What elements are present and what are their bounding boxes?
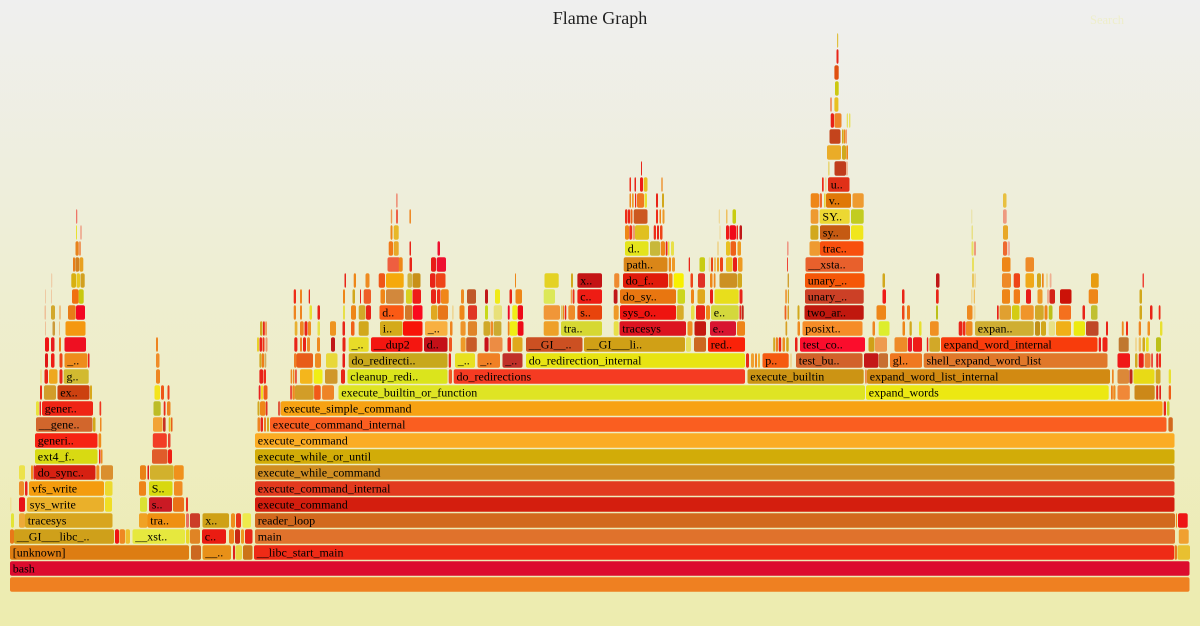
svg-text:do_redirections: do_redirections xyxy=(457,370,532,384)
svg-text:shell_expand_word_list: shell_expand_word_list xyxy=(927,354,1042,368)
svg-text:execute_command: execute_command xyxy=(258,434,348,448)
svg-text:_..: _.. xyxy=(457,354,470,368)
svg-text:unary_..: unary_.. xyxy=(808,274,847,288)
svg-text:do_redirection_internal: do_redirection_internal xyxy=(529,354,642,368)
svg-text:tra..: tra.. xyxy=(150,514,169,528)
svg-text:_..: _.. xyxy=(66,354,79,368)
svg-text:do_f..: do_f.. xyxy=(626,274,654,288)
svg-text:[unknown]: [unknown] xyxy=(13,546,66,560)
svg-text:p..: p.. xyxy=(765,354,777,368)
svg-text:__GI___li..: __GI___li.. xyxy=(586,338,642,352)
svg-text:expan..: expan.. xyxy=(978,322,1013,336)
svg-text:do_sync..: do_sync.. xyxy=(38,466,84,480)
svg-text:__gene..: __gene.. xyxy=(38,418,80,432)
svg-text:tracesys: tracesys xyxy=(622,322,661,336)
svg-text:_..: _.. xyxy=(504,354,517,368)
svg-text:execute_builtin: execute_builtin xyxy=(750,370,824,384)
svg-text:test_bu..: test_bu.. xyxy=(799,354,840,368)
svg-text:bash: bash xyxy=(13,562,35,576)
svg-text:d..: d.. xyxy=(628,242,640,256)
svg-text:tra..: tra.. xyxy=(564,322,583,336)
svg-text:execute_command_internal: execute_command_internal xyxy=(273,418,406,432)
svg-text:c..: c.. xyxy=(205,530,216,544)
svg-text:gener..: gener.. xyxy=(45,402,77,416)
svg-text:__GI___libc_..: __GI___libc_.. xyxy=(16,530,90,544)
svg-text:two_ar..: two_ar.. xyxy=(807,306,846,320)
svg-text:path..: path.. xyxy=(627,258,654,272)
svg-text:u..: u.. xyxy=(831,178,843,192)
svg-text:e..: e.. xyxy=(714,306,725,320)
svg-text:do_sy..: do_sy.. xyxy=(623,290,657,304)
svg-text:x..: x.. xyxy=(580,274,592,288)
svg-text:sys_write: sys_write xyxy=(30,498,76,512)
svg-text:S..: S.. xyxy=(152,482,165,496)
svg-text:__..: __.. xyxy=(204,546,223,560)
svg-text:execute_simple_command: execute_simple_command xyxy=(284,402,412,416)
svg-text:red..: red.. xyxy=(711,338,732,352)
svg-text:test_co..: test_co.. xyxy=(803,338,843,352)
svg-text:execute_command: execute_command xyxy=(258,498,348,512)
svg-text:expand_word_list_internal: expand_word_list_internal xyxy=(870,370,999,384)
svg-text:Flame Graph: Flame Graph xyxy=(553,8,647,28)
svg-text:execute_builtin_or_function: execute_builtin_or_function xyxy=(341,386,477,400)
svg-text:v..: v.. xyxy=(829,194,840,208)
svg-text:__dup2: __dup2 xyxy=(373,338,410,352)
svg-text:ext4_f..: ext4_f.. xyxy=(38,450,75,464)
svg-text:x..: x.. xyxy=(205,514,217,528)
svg-text:execute_while_command: execute_while_command xyxy=(258,466,381,480)
svg-text:reader_loop: reader_loop xyxy=(258,514,315,528)
svg-text:cleanup_redi..: cleanup_redi.. xyxy=(350,370,418,384)
svg-text:__libc_start_main: __libc_start_main xyxy=(256,546,344,560)
svg-text:e..: e.. xyxy=(713,322,724,336)
svg-text:posixt..: posixt.. xyxy=(805,322,840,336)
svg-text:sys_o..: sys_o.. xyxy=(623,306,656,320)
svg-text:_..: _.. xyxy=(427,322,440,336)
svg-text:gl..: gl.. xyxy=(893,354,908,368)
svg-text:expand_words: expand_words xyxy=(869,386,939,400)
svg-text:generi..: generi.. xyxy=(38,434,74,448)
svg-text:g..: g.. xyxy=(67,370,79,384)
svg-text:expand_word_internal: expand_word_internal xyxy=(944,338,1053,352)
svg-text:_..: _.. xyxy=(479,354,492,368)
svg-text:__xst..: __xst.. xyxy=(134,530,167,544)
svg-text:s..: s.. xyxy=(152,498,163,512)
svg-text:d..: d.. xyxy=(427,338,439,352)
svg-text:execute_command_internal: execute_command_internal xyxy=(258,482,391,496)
svg-text:do_redirecti..: do_redirecti.. xyxy=(352,354,416,368)
svg-text:s..: s.. xyxy=(580,306,591,320)
svg-text:unary_..: unary_.. xyxy=(808,290,847,304)
svg-text:trac..: trac.. xyxy=(823,242,847,256)
svg-text:main: main xyxy=(258,530,282,544)
svg-text:sy..: sy.. xyxy=(823,226,839,240)
svg-text:execute_while_or_until: execute_while_or_until xyxy=(258,450,372,464)
svg-text:SY..: SY.. xyxy=(822,210,842,224)
svg-text:Search: Search xyxy=(1090,13,1125,27)
svg-text:tracesys: tracesys xyxy=(28,514,67,528)
svg-text:__GI__..: __GI__.. xyxy=(528,338,572,352)
svg-text:i..: i.. xyxy=(383,322,392,336)
svg-text:c..: c.. xyxy=(580,290,591,304)
svg-text:ex..: ex.. xyxy=(60,386,77,400)
svg-text:__xsta..: __xsta.. xyxy=(807,258,845,272)
svg-text:vfs_write: vfs_write xyxy=(32,482,77,496)
svg-text:d..: d.. xyxy=(382,306,394,320)
svg-text:_..: _.. xyxy=(351,338,364,352)
